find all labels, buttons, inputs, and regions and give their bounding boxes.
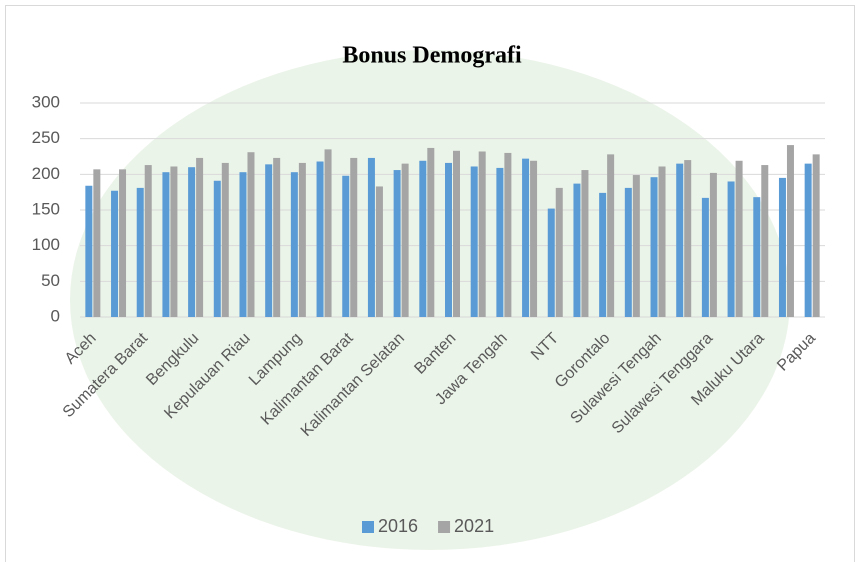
bar — [607, 154, 614, 317]
bar — [787, 145, 794, 317]
bar — [496, 168, 503, 317]
bar — [119, 169, 126, 317]
bar — [453, 151, 460, 317]
bar — [188, 167, 195, 317]
legend-label: 2016 — [378, 516, 418, 536]
bar — [137, 188, 144, 317]
bar — [556, 188, 563, 317]
bar — [471, 166, 478, 317]
bar — [710, 173, 717, 317]
bar — [659, 166, 666, 317]
bar — [402, 164, 409, 317]
bar — [779, 178, 786, 317]
bar — [247, 152, 254, 317]
bar — [162, 172, 169, 317]
bar — [299, 163, 306, 317]
legend-swatch — [362, 521, 374, 533]
bar — [530, 161, 537, 317]
bar — [350, 158, 357, 317]
bar — [368, 158, 375, 317]
y-tick-label: 100 — [32, 235, 60, 254]
y-tick-label: 50 — [41, 271, 60, 290]
bar — [625, 188, 632, 317]
bar — [761, 165, 768, 317]
bar — [196, 158, 203, 317]
bar — [239, 172, 246, 317]
bar — [85, 186, 92, 317]
legend-swatch — [438, 521, 450, 533]
bar — [753, 197, 760, 317]
y-tick-label: 200 — [32, 164, 60, 183]
bar — [599, 193, 606, 317]
bar — [702, 198, 709, 317]
bar — [548, 209, 555, 317]
y-tick-label: 150 — [32, 199, 60, 218]
y-tick-label: 250 — [32, 128, 60, 147]
bar — [633, 175, 640, 317]
bar — [317, 161, 324, 317]
bar — [222, 163, 229, 317]
bar — [805, 164, 812, 317]
bar — [427, 148, 434, 317]
bar — [93, 169, 100, 317]
bar — [419, 161, 426, 317]
y-tick-label: 300 — [32, 92, 60, 111]
bar — [573, 184, 580, 317]
bar — [111, 191, 118, 317]
bar — [581, 170, 588, 317]
bar — [273, 158, 280, 317]
bar — [394, 170, 401, 317]
bar — [265, 164, 272, 317]
bar — [445, 163, 452, 317]
bar — [504, 153, 511, 317]
bar — [214, 181, 221, 317]
bar — [145, 165, 152, 317]
legend-label: 2021 — [454, 516, 494, 536]
bar — [728, 181, 735, 317]
bar — [479, 152, 486, 317]
bar — [651, 177, 658, 317]
bar — [676, 164, 683, 317]
chart: Bonus Demografi 050100150200250300AcehSu… — [0, 0, 861, 562]
bar — [170, 166, 177, 317]
bar — [376, 186, 383, 317]
bar — [813, 154, 820, 317]
bar — [684, 160, 691, 317]
bar — [291, 172, 298, 317]
bar — [325, 149, 332, 317]
bar — [736, 161, 743, 317]
chart-title: Bonus Demografi — [342, 43, 522, 69]
y-tick-label: 0 — [51, 306, 60, 325]
bar — [522, 159, 529, 317]
bar — [342, 176, 349, 317]
